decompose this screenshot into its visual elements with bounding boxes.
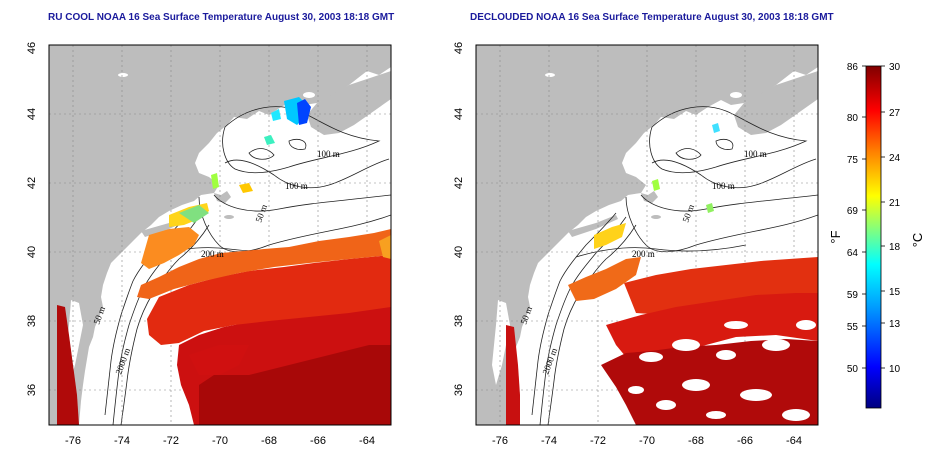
lat-tick: 36	[453, 384, 465, 396]
left-contour-labels: 100 m 100 m 50 m 200 m 50 m 2000 m	[91, 149, 339, 376]
left-lon-axis: -76 -74 -72 -70 -68 -66 -64	[65, 435, 375, 447]
contour-label: 100 m	[285, 181, 308, 191]
fahrenheit-tick: 80	[847, 113, 859, 124]
celsius-tick: 10	[889, 364, 901, 375]
left-map: 100 m 100 m 50 m 200 m 50 m 2000 m	[48, 44, 392, 426]
lon-tick: -66	[310, 435, 326, 447]
lon-tick: -68	[261, 435, 277, 447]
contour-label: 100 m	[744, 149, 767, 159]
lon-tick: -74	[541, 435, 557, 447]
lat-tick: 40	[26, 246, 38, 258]
right-sst-field	[506, 123, 818, 425]
lon-tick: -76	[65, 435, 81, 447]
lat-tick: 42	[453, 177, 465, 189]
fahrenheit-tick: 86	[847, 62, 859, 73]
lat-tick: 44	[453, 108, 465, 120]
contour-label: 100 m	[712, 181, 735, 191]
lon-tick: -64	[786, 435, 802, 447]
lat-tick: 42	[26, 177, 38, 189]
fahrenheit-label: °F	[828, 230, 843, 243]
contour-label: 200 m	[632, 249, 655, 259]
celsius-tick: 24	[889, 153, 901, 164]
celsius-tick: 18	[889, 242, 901, 253]
lon-tick: -74	[114, 435, 130, 447]
lat-tick: 38	[26, 315, 38, 327]
lon-tick: -70	[639, 435, 655, 447]
left-map-title: RU COOL NOAA 16 Sea Surface Temperature …	[48, 12, 395, 23]
fahrenheit-tick: 50	[847, 364, 859, 375]
lon-tick: -68	[688, 435, 704, 447]
celsius-tick: 15	[889, 287, 901, 298]
celsius-tick: 27	[889, 108, 901, 119]
right-map-title: DECLOUDED NOAA 16 Sea Surface Temperatur…	[470, 12, 834, 23]
contour-label: 100 m	[317, 149, 340, 159]
right-lon-axis: -76 -74 -72 -70 -68 -66 -64	[492, 435, 802, 447]
fahrenheit-tick: 75	[847, 155, 859, 166]
lon-tick: -72	[590, 435, 606, 447]
right-map: 100 m 100 m 50 m 200 m 50 m 2000 m	[475, 44, 819, 426]
left-lat-axis: 36 38 40 42 44 46	[26, 42, 38, 396]
left-sst-field	[57, 97, 391, 425]
lat-tick: 36	[26, 384, 38, 396]
colorbar-gradient	[865, 65, 882, 409]
lat-tick: 46	[453, 42, 465, 54]
contour-label: 200 m	[201, 249, 224, 259]
lat-tick: 38	[453, 315, 465, 327]
lon-tick: -66	[737, 435, 753, 447]
celsius-label: °C	[910, 233, 925, 248]
celsius-tick: 21	[889, 198, 901, 209]
lat-tick: 46	[26, 42, 38, 54]
fahrenheit-tick: 59	[847, 290, 859, 301]
fahrenheit-tick: 55	[847, 322, 859, 333]
colorbar: 86 80 75 69 64 59 55 50 30 27 24 21 18 1…	[828, 62, 925, 409]
lon-tick: -64	[359, 435, 375, 447]
lat-tick: 44	[26, 108, 38, 120]
fahrenheit-tick: 64	[847, 248, 859, 259]
lon-tick: -76	[492, 435, 508, 447]
celsius-tick: 30	[889, 62, 901, 73]
lon-tick: -72	[163, 435, 179, 447]
celsius-tick: 13	[889, 319, 901, 330]
lon-tick: -70	[212, 435, 228, 447]
right-lat-axis: 36 38 40 42 44 46	[453, 42, 465, 396]
fahrenheit-tick: 69	[847, 206, 859, 217]
lat-tick: 40	[453, 246, 465, 258]
